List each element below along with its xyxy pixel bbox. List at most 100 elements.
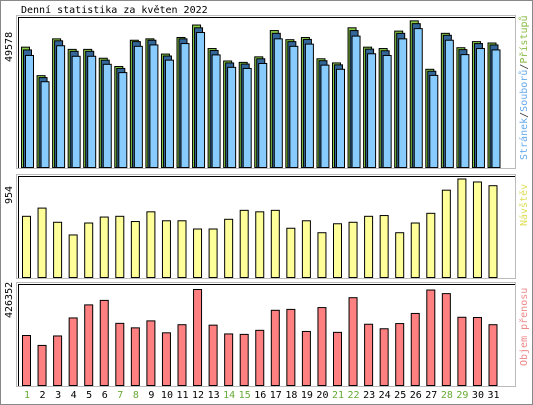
legend-sep-1: / xyxy=(519,112,530,118)
kbytes-bar-1 xyxy=(22,335,31,386)
kbytes-bar-6 xyxy=(99,299,109,387)
pages-bar-28 xyxy=(444,39,454,168)
kbytes-bar-2 xyxy=(37,344,47,386)
day-label-17: 17 xyxy=(270,390,282,401)
kbytes-bar-3 xyxy=(53,335,63,387)
visits-bar-25 xyxy=(395,232,405,278)
visits-bar-4 xyxy=(68,234,78,279)
mid-max-label: 954 xyxy=(4,186,15,204)
bot-side-label: Objem přenosu xyxy=(518,288,530,366)
pages-bar-22 xyxy=(351,35,361,168)
visits-bar-10 xyxy=(161,220,171,279)
kbytes-bar-15 xyxy=(239,333,249,386)
legend-sep-2: / xyxy=(519,64,530,70)
visits-bar-27 xyxy=(426,212,436,278)
visits-bar-22 xyxy=(348,221,358,279)
day-label-24: 24 xyxy=(379,390,391,401)
pages-bar-25 xyxy=(398,38,408,168)
panel-mid-shadow xyxy=(16,174,516,279)
visits-bar-23 xyxy=(364,215,374,278)
day-label-18: 18 xyxy=(285,390,297,401)
top-side-label: Stránek/Souborů/Přístupů xyxy=(518,15,530,160)
pages-bar-16 xyxy=(258,62,268,168)
kbytes-bar-14 xyxy=(224,333,234,387)
visits-bar-24 xyxy=(379,215,389,279)
top-bars xyxy=(21,20,501,169)
day-label-19: 19 xyxy=(301,390,313,401)
bot-max-label: 426352 xyxy=(4,282,15,318)
pages-bar-8 xyxy=(133,45,143,168)
day-label-12: 12 xyxy=(192,390,204,401)
pages-bar-13 xyxy=(211,54,221,168)
kbytes-bar-20 xyxy=(317,307,327,386)
visits-bar-1 xyxy=(22,215,31,278)
panel-top-shadow xyxy=(16,15,516,169)
kbytes-bar-16 xyxy=(255,329,265,387)
visits-bar-28 xyxy=(441,189,451,278)
pages-bar-5 xyxy=(87,55,97,168)
kbytes-bar-27 xyxy=(426,289,436,387)
visits-bar-13 xyxy=(208,228,218,278)
visits-bar-11 xyxy=(177,220,187,279)
kbytes-bar-12 xyxy=(193,289,203,386)
kbytes-bar-8 xyxy=(130,327,140,386)
kbytes-bar-9 xyxy=(146,320,156,387)
kbytes-bar-24 xyxy=(379,328,389,386)
day-label-16: 16 xyxy=(254,390,266,401)
day-label-28: 28 xyxy=(441,390,453,401)
visits-bar-19 xyxy=(301,220,311,279)
panel-bot-shadow xyxy=(16,282,516,387)
day-label-21: 21 xyxy=(332,390,344,401)
day-label-20: 20 xyxy=(316,390,328,401)
pages-bar-19 xyxy=(304,43,314,168)
pages-bar-18 xyxy=(289,45,299,168)
kbytes-bar-10 xyxy=(161,332,171,386)
kbytes-bar-7 xyxy=(115,322,125,386)
day-label-1: 1 xyxy=(24,390,30,401)
pages-bar-21 xyxy=(336,68,345,168)
pages-bar-9 xyxy=(149,44,159,168)
visits-bar-15 xyxy=(239,209,249,278)
visits-bar-8 xyxy=(130,221,140,278)
legend-files: Souborů xyxy=(518,70,530,112)
kbytes-bar-17 xyxy=(270,309,280,386)
kbytes-bar-5 xyxy=(84,304,94,387)
pages-bar-23 xyxy=(367,53,377,168)
visits-bar-6 xyxy=(99,216,109,279)
kbytes-bar-26 xyxy=(410,312,420,387)
pages-bar-17 xyxy=(273,38,283,168)
day-label-2: 2 xyxy=(40,390,46,401)
kbytes-bar-13 xyxy=(208,324,218,386)
visits-bar-18 xyxy=(286,227,296,278)
day-label-27: 27 xyxy=(425,390,437,401)
bot-bars xyxy=(22,289,498,387)
chart-title: Denní statistika za květen 2022 xyxy=(21,4,208,16)
visits-bar-2 xyxy=(37,207,47,278)
day-label-26: 26 xyxy=(410,390,422,401)
pages-bar-3 xyxy=(56,45,66,168)
pages-bar-29 xyxy=(460,54,470,168)
day-label-31: 31 xyxy=(487,390,499,401)
pages-bar-11 xyxy=(180,43,190,168)
pages-bar-7 xyxy=(118,72,128,168)
visits-bar-5 xyxy=(84,222,94,278)
visits-bar-3 xyxy=(53,221,63,279)
visits-bar-17 xyxy=(270,209,280,278)
pages-bar-31 xyxy=(491,49,501,168)
pages-bar-2 xyxy=(40,81,50,168)
visits-bar-7 xyxy=(115,215,125,278)
pages-bar-10 xyxy=(164,59,174,168)
visits-bar-16 xyxy=(255,211,265,278)
legend-pages: Stránek xyxy=(518,118,530,160)
legend-hits: Přístupů xyxy=(518,15,530,63)
mid-side-label: Návštěv xyxy=(518,184,530,226)
kbytes-bar-19 xyxy=(301,330,311,386)
kbytes-bar-25 xyxy=(395,323,405,387)
day-label-4: 4 xyxy=(71,390,77,401)
kbytes-bar-23 xyxy=(364,323,374,386)
visits-bar-9 xyxy=(146,211,156,278)
pages-bar-12 xyxy=(196,32,206,169)
pages-bar-24 xyxy=(382,54,392,168)
day-label-23: 23 xyxy=(363,390,375,401)
